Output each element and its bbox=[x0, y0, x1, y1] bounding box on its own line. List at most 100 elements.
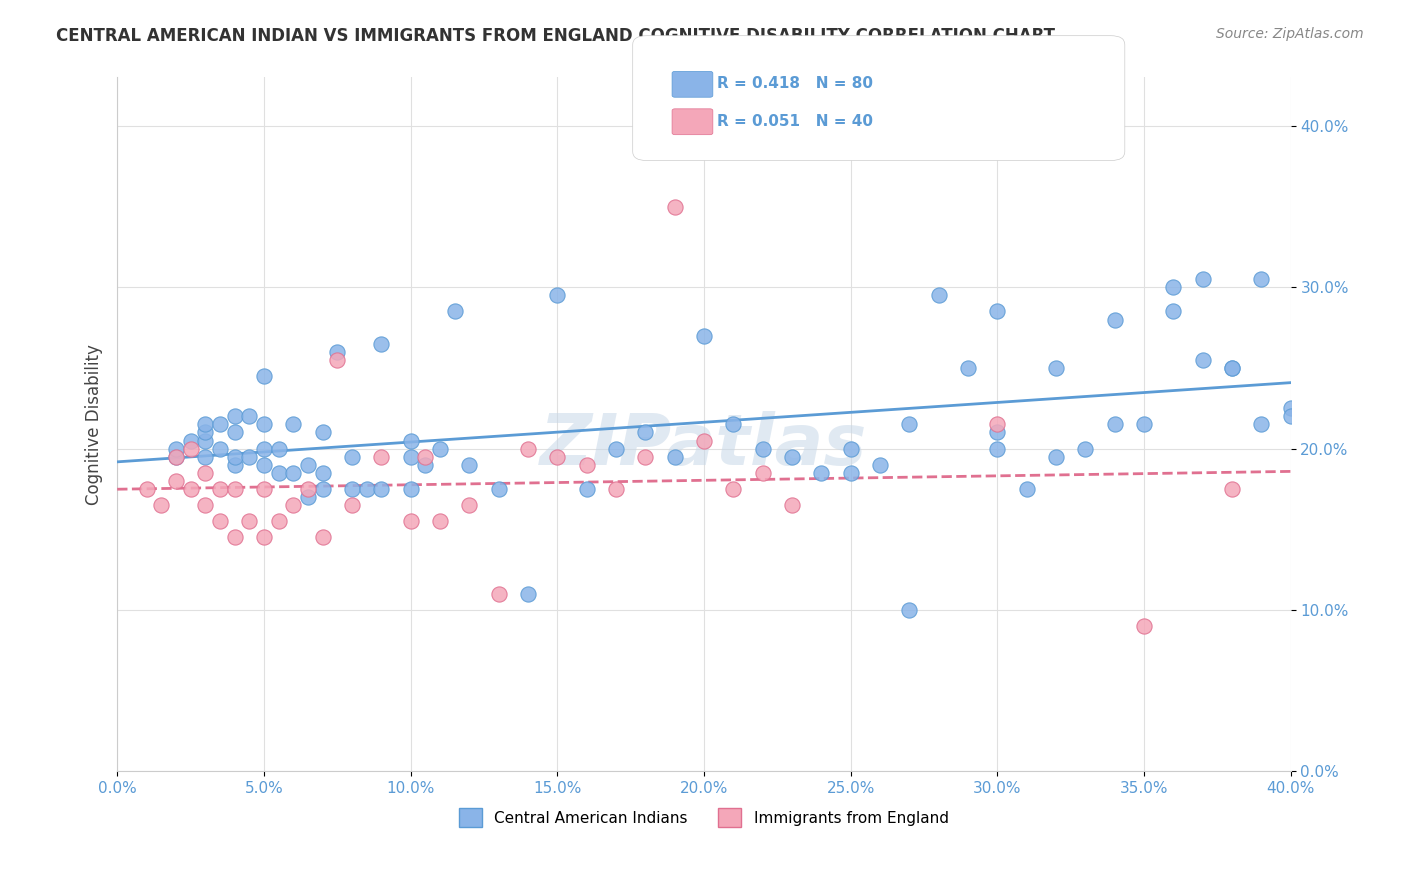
Point bbox=[751, 442, 773, 456]
Point bbox=[165, 450, 187, 464]
Point bbox=[399, 434, 422, 448]
Point bbox=[194, 450, 217, 464]
Point bbox=[180, 434, 202, 448]
Text: CENTRAL AMERICAN INDIAN VS IMMIGRANTS FROM ENGLAND COGNITIVE DISABILITY CORRELAT: CENTRAL AMERICAN INDIAN VS IMMIGRANTS FR… bbox=[56, 27, 1056, 45]
Point bbox=[283, 466, 305, 480]
Point bbox=[575, 458, 598, 472]
Point bbox=[693, 328, 716, 343]
Point bbox=[898, 417, 921, 432]
Point bbox=[664, 200, 686, 214]
Point bbox=[839, 466, 862, 480]
Point bbox=[516, 587, 538, 601]
Point bbox=[165, 442, 187, 456]
Point bbox=[311, 425, 333, 440]
Point bbox=[253, 442, 276, 456]
Point bbox=[253, 417, 276, 432]
Point bbox=[986, 417, 1008, 432]
Point bbox=[253, 530, 276, 544]
Point bbox=[443, 304, 465, 318]
Point bbox=[575, 482, 598, 496]
Point bbox=[356, 482, 378, 496]
Text: R = 0.051   N = 40: R = 0.051 N = 40 bbox=[717, 114, 873, 128]
Point bbox=[986, 442, 1008, 456]
Point bbox=[224, 458, 246, 472]
Point bbox=[194, 434, 217, 448]
Point bbox=[1074, 442, 1097, 456]
Point bbox=[370, 482, 392, 496]
Point bbox=[1104, 312, 1126, 326]
Text: ZIPatlas: ZIPatlas bbox=[540, 410, 868, 480]
Point bbox=[1045, 360, 1067, 375]
Point bbox=[986, 304, 1008, 318]
Point bbox=[413, 450, 436, 464]
Point bbox=[780, 450, 803, 464]
Point bbox=[751, 466, 773, 480]
Point bbox=[986, 425, 1008, 440]
Point bbox=[297, 458, 319, 472]
Point bbox=[311, 466, 333, 480]
Point bbox=[208, 442, 231, 456]
Text: R = 0.418   N = 80: R = 0.418 N = 80 bbox=[717, 77, 873, 91]
Point bbox=[150, 498, 173, 512]
Point bbox=[326, 344, 349, 359]
Point bbox=[1133, 417, 1156, 432]
Point bbox=[253, 482, 276, 496]
Point bbox=[1161, 304, 1184, 318]
Point bbox=[956, 360, 979, 375]
Point bbox=[194, 498, 217, 512]
Point bbox=[839, 442, 862, 456]
Point bbox=[1220, 360, 1243, 375]
Point bbox=[413, 458, 436, 472]
Point bbox=[208, 514, 231, 528]
Point bbox=[297, 482, 319, 496]
Point bbox=[869, 458, 891, 472]
Point bbox=[267, 466, 290, 480]
Point bbox=[224, 409, 246, 424]
Point bbox=[516, 442, 538, 456]
Point bbox=[1104, 417, 1126, 432]
Point bbox=[1161, 280, 1184, 294]
Point bbox=[194, 466, 217, 480]
Point bbox=[546, 288, 568, 302]
Point bbox=[297, 490, 319, 504]
Point bbox=[721, 417, 744, 432]
Point bbox=[1250, 272, 1272, 286]
Point bbox=[224, 482, 246, 496]
Point bbox=[238, 514, 260, 528]
Point bbox=[326, 352, 349, 367]
Point bbox=[180, 482, 202, 496]
Point bbox=[1220, 482, 1243, 496]
Text: Source: ZipAtlas.com: Source: ZipAtlas.com bbox=[1216, 27, 1364, 41]
Point bbox=[340, 498, 363, 512]
Point bbox=[429, 514, 451, 528]
Point bbox=[1015, 482, 1038, 496]
Point bbox=[634, 425, 657, 440]
Point bbox=[208, 417, 231, 432]
Point bbox=[721, 482, 744, 496]
Point bbox=[634, 450, 657, 464]
Point bbox=[546, 450, 568, 464]
Point bbox=[238, 409, 260, 424]
Point bbox=[780, 498, 803, 512]
Point bbox=[1045, 450, 1067, 464]
Point bbox=[224, 450, 246, 464]
Point bbox=[1191, 352, 1213, 367]
Point bbox=[488, 482, 510, 496]
Point bbox=[370, 450, 392, 464]
Point bbox=[267, 514, 290, 528]
Point bbox=[165, 474, 187, 488]
Point bbox=[194, 425, 217, 440]
Point bbox=[898, 603, 921, 617]
Point bbox=[224, 530, 246, 544]
Point bbox=[135, 482, 157, 496]
Point bbox=[180, 442, 202, 456]
Point bbox=[605, 482, 627, 496]
Point bbox=[399, 482, 422, 496]
Point bbox=[208, 482, 231, 496]
Point bbox=[810, 466, 832, 480]
Point bbox=[458, 498, 481, 512]
Point bbox=[311, 530, 333, 544]
Point bbox=[340, 482, 363, 496]
Point bbox=[165, 450, 187, 464]
Point bbox=[458, 458, 481, 472]
